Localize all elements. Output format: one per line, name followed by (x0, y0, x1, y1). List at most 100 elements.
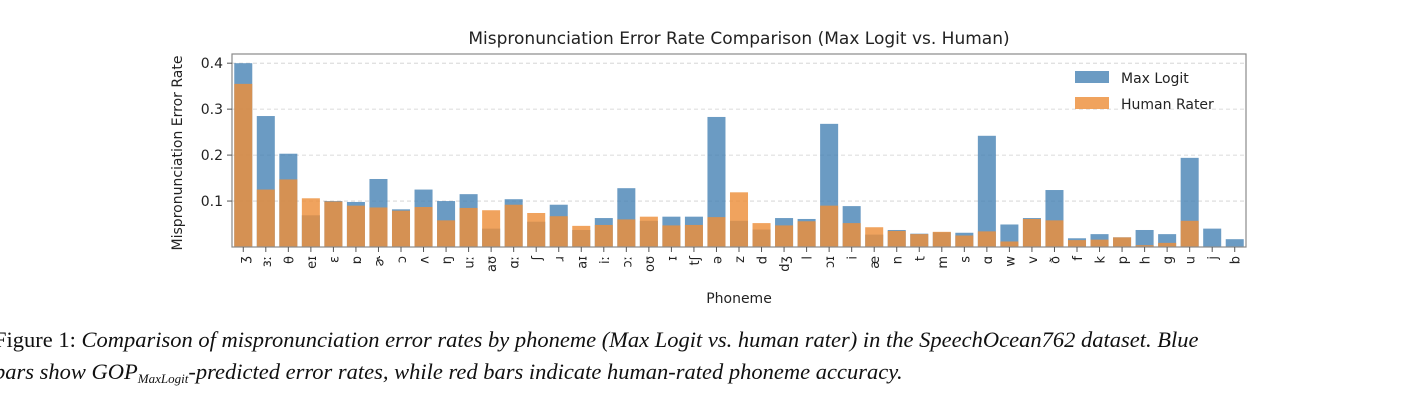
bar-human-rater-39 (1113, 237, 1132, 247)
bar-human-rater-36 (1045, 220, 1064, 247)
caption-text-2a: bars show GOP (0, 359, 138, 384)
legend-label-max-logit: Max Logit (1121, 71, 1189, 87)
y-tick-label: 0.2 (201, 148, 223, 164)
bar-human-rater-25 (797, 221, 816, 247)
x-axis-ticks: ʒ ɜː θ eɪ ɛ ɒ ɚ ɔ ʌ ŋ uː aʊ ɑː ʃ ɹ aɪ iː ɔː oʊ ɪ tʃ ə z d dʒ l ɔɪ i… (237, 247, 1244, 272)
x-tick-label: ɔɪ (823, 256, 838, 268)
bar-human-rater-38 (1090, 239, 1109, 247)
bar-human-rater-20 (684, 224, 703, 247)
x-tick-label: ɒ (350, 256, 365, 264)
caption-text-1: Comparison of mispronunciation error rat… (81, 327, 1199, 352)
bar-human-rater-35 (1022, 218, 1041, 247)
y-tick-label: 0.1 (201, 194, 223, 210)
bar-human-rater-1 (256, 189, 275, 247)
caption-subscript: MaxLogit (137, 371, 189, 386)
caption-text-2b: -predicted error rates, while red bars i… (188, 359, 903, 384)
x-tick-label: ɪ (665, 256, 680, 261)
bar-human-rater-28 (865, 227, 884, 247)
legend-label-human-rater: Human Rater (1121, 97, 1214, 113)
bar-human-rater-2 (279, 179, 298, 247)
bar-max-logit-44 (1225, 239, 1244, 247)
x-tick-label: eɪ (305, 256, 320, 269)
x-tick-label: aʊ (485, 256, 500, 272)
bar-human-rater-10 (459, 207, 478, 247)
x-tick-label: ŋ (440, 256, 455, 264)
x-tick-label: l (801, 256, 816, 260)
bar-human-rater-37 (1067, 240, 1087, 247)
bar-chart: 0.1 0.2 0.3 0.4 ʒ ɜː θ eɪ ɛ ɒ ɚ ɔ ʌ ŋ uː aʊ ɑː ʃ ɹ aɪ iː ɔː o… (170, 29, 1247, 307)
x-tick-label: θ (282, 256, 297, 264)
x-tick-label: ɔː (620, 256, 635, 268)
bar-human-rater-9 (437, 220, 456, 247)
x-tick-label: t (913, 256, 928, 261)
x-tick-label: z (733, 256, 748, 263)
bar-human-rater-4 (324, 201, 343, 247)
bar-human-rater-18 (639, 216, 658, 247)
caption-prefix: Figure 1: (0, 327, 82, 352)
bar-human-rater-16 (594, 224, 613, 247)
y-tick-label: 0.3 (201, 102, 223, 118)
bar-human-rater-23 (752, 223, 771, 247)
x-axis-label: Phoneme (706, 291, 772, 307)
bar-human-rater-41 (1158, 242, 1177, 247)
x-tick-label: s (958, 256, 973, 263)
figure-caption: Figure 1: Comparison of mispronunciation… (0, 324, 1420, 395)
x-tick-label: d (756, 256, 771, 264)
caption-line-1: Figure 1: Comparison of mispronunciation… (0, 324, 1420, 356)
x-tick-label: tʃ (688, 255, 703, 265)
bar-human-rater-6 (369, 207, 388, 247)
bar-human-rater-29 (887, 230, 906, 247)
bar-human-rater-19 (662, 225, 681, 247)
x-tick-label: h (1139, 256, 1154, 264)
y-axis-ticks: 0.1 0.2 0.3 0.4 (201, 56, 232, 210)
x-tick-label: iː (598, 256, 613, 264)
bar-human-rater-42 (1180, 220, 1199, 247)
x-tick-label: j (1206, 256, 1221, 261)
bar-max-logit-34 (1000, 224, 1019, 247)
x-tick-label: ð (1048, 256, 1063, 264)
bar-human-rater-34 (1000, 241, 1019, 247)
x-tick-label: p (1116, 256, 1131, 264)
x-tick-label: i (846, 256, 861, 260)
x-tick-label: g (1161, 256, 1176, 264)
chart-title: Mispronunciation Error Rate Comparison (… (468, 29, 1009, 49)
legend-swatch-human-rater (1075, 97, 1109, 109)
legend: Max Logit Human Rater (1075, 71, 1214, 113)
bar-human-rater-40 (1135, 245, 1154, 247)
bar-max-logit-40 (1135, 229, 1154, 247)
x-tick-label: v (1026, 256, 1041, 264)
caption-line-2: bars show GOPMaxLogit-predicted error ra… (0, 356, 1420, 395)
x-tick-label: b (1229, 256, 1244, 264)
bar-human-rater-27 (842, 223, 861, 247)
x-tick-label: ɔ (395, 256, 410, 263)
x-tick-label: ɑː (508, 256, 523, 269)
bar-human-rater-21 (707, 217, 726, 247)
x-tick-label: aɪ (575, 256, 590, 269)
x-tick-label: ɑ (981, 256, 996, 264)
x-tick-label: u (1184, 256, 1199, 264)
bar-human-rater-17 (617, 219, 636, 247)
bar-human-rater-30 (910, 234, 929, 247)
x-tick-label: oʊ (643, 256, 658, 272)
bar-max-logit-21 (707, 116, 726, 247)
x-tick-label: w (1003, 256, 1018, 267)
bar-human-rater-5 (346, 205, 365, 247)
x-tick-label: ʃ (530, 255, 545, 261)
x-tick-label: uː (463, 256, 478, 269)
x-tick-label: f (1071, 256, 1086, 261)
bar-human-rater-7 (391, 210, 411, 247)
bar-human-rater-31 (932, 231, 951, 247)
bar-human-rater-0 (234, 83, 253, 247)
x-tick-label: ɹ (553, 256, 568, 261)
y-axis-label: Mispronunciation Error Rate (170, 56, 186, 251)
x-tick-label: dʒ (778, 256, 793, 272)
bar-human-rater-14 (549, 216, 568, 247)
x-tick-label: ʌ (418, 256, 433, 264)
bar-human-rater-15 (572, 225, 591, 247)
bar-human-rater-3 (301, 198, 320, 247)
legend-swatch-max-logit (1075, 71, 1109, 83)
bar-human-rater-33 (977, 231, 996, 247)
bars (234, 63, 1244, 248)
bar-human-rater-22 (729, 192, 749, 247)
y-tick-label: 0.4 (201, 56, 223, 72)
